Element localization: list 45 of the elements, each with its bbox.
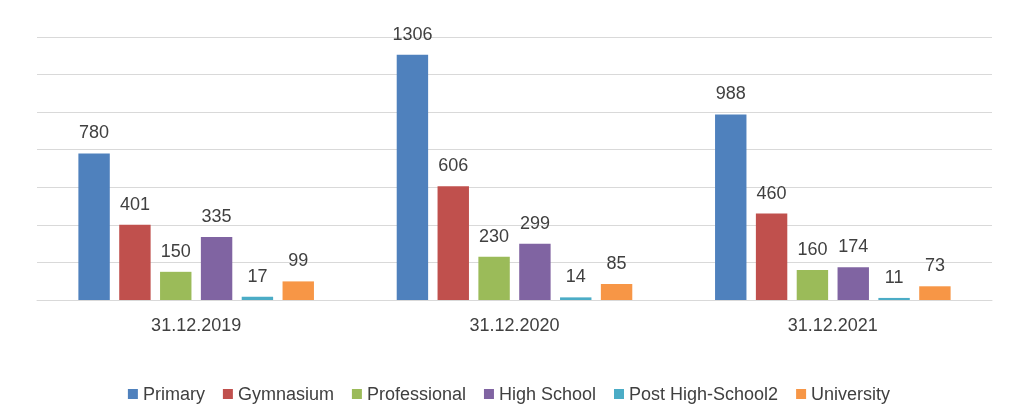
data-label: 11	[884, 266, 904, 287]
bar	[755, 213, 788, 300]
bar	[878, 297, 910, 300]
bar	[919, 286, 951, 300]
bar	[600, 284, 633, 300]
bar	[519, 243, 551, 300]
bar	[119, 224, 151, 300]
data-label: 17	[247, 265, 268, 286]
data-label: 460	[756, 182, 787, 203]
bar	[78, 153, 110, 300]
bar	[160, 271, 192, 300]
data-label: 99	[288, 250, 309, 271]
legend-label: High School	[498, 384, 597, 404]
data-label: 606	[438, 155, 469, 176]
x-tick-label: 31.12.2019	[151, 315, 242, 335]
bar	[478, 256, 510, 300]
data-label: 988	[715, 83, 746, 104]
data-label: 299	[519, 212, 550, 233]
bar	[837, 267, 869, 300]
legend-label: Primary	[142, 384, 205, 404]
data-label: 160	[797, 238, 828, 259]
legend-label: Post High-School2	[629, 384, 779, 404]
legend-label: Professional	[366, 384, 466, 404]
data-label: 230	[479, 225, 510, 246]
bar	[282, 281, 314, 300]
bar	[396, 54, 429, 300]
data-label: 14	[565, 266, 586, 287]
data-label: 150	[160, 240, 191, 261]
legend-label: Gymnasium	[237, 384, 334, 404]
data-label: 73	[924, 255, 945, 276]
bar	[200, 237, 233, 300]
data-label: 174	[838, 236, 869, 257]
data-label: 1306	[392, 23, 433, 44]
data-label: 335	[201, 206, 232, 227]
bar	[437, 186, 469, 300]
data-label: 780	[79, 122, 110, 143]
bar	[241, 296, 274, 300]
data-label: 401	[119, 193, 150, 214]
legend-label: University	[811, 384, 891, 404]
bar	[796, 269, 829, 300]
x-tick-label: 31.12.2020	[469, 315, 560, 335]
bar	[560, 297, 592, 300]
data-label: 85	[606, 253, 627, 274]
x-tick-label: 31.12.2021	[787, 315, 878, 335]
bar	[715, 114, 747, 300]
